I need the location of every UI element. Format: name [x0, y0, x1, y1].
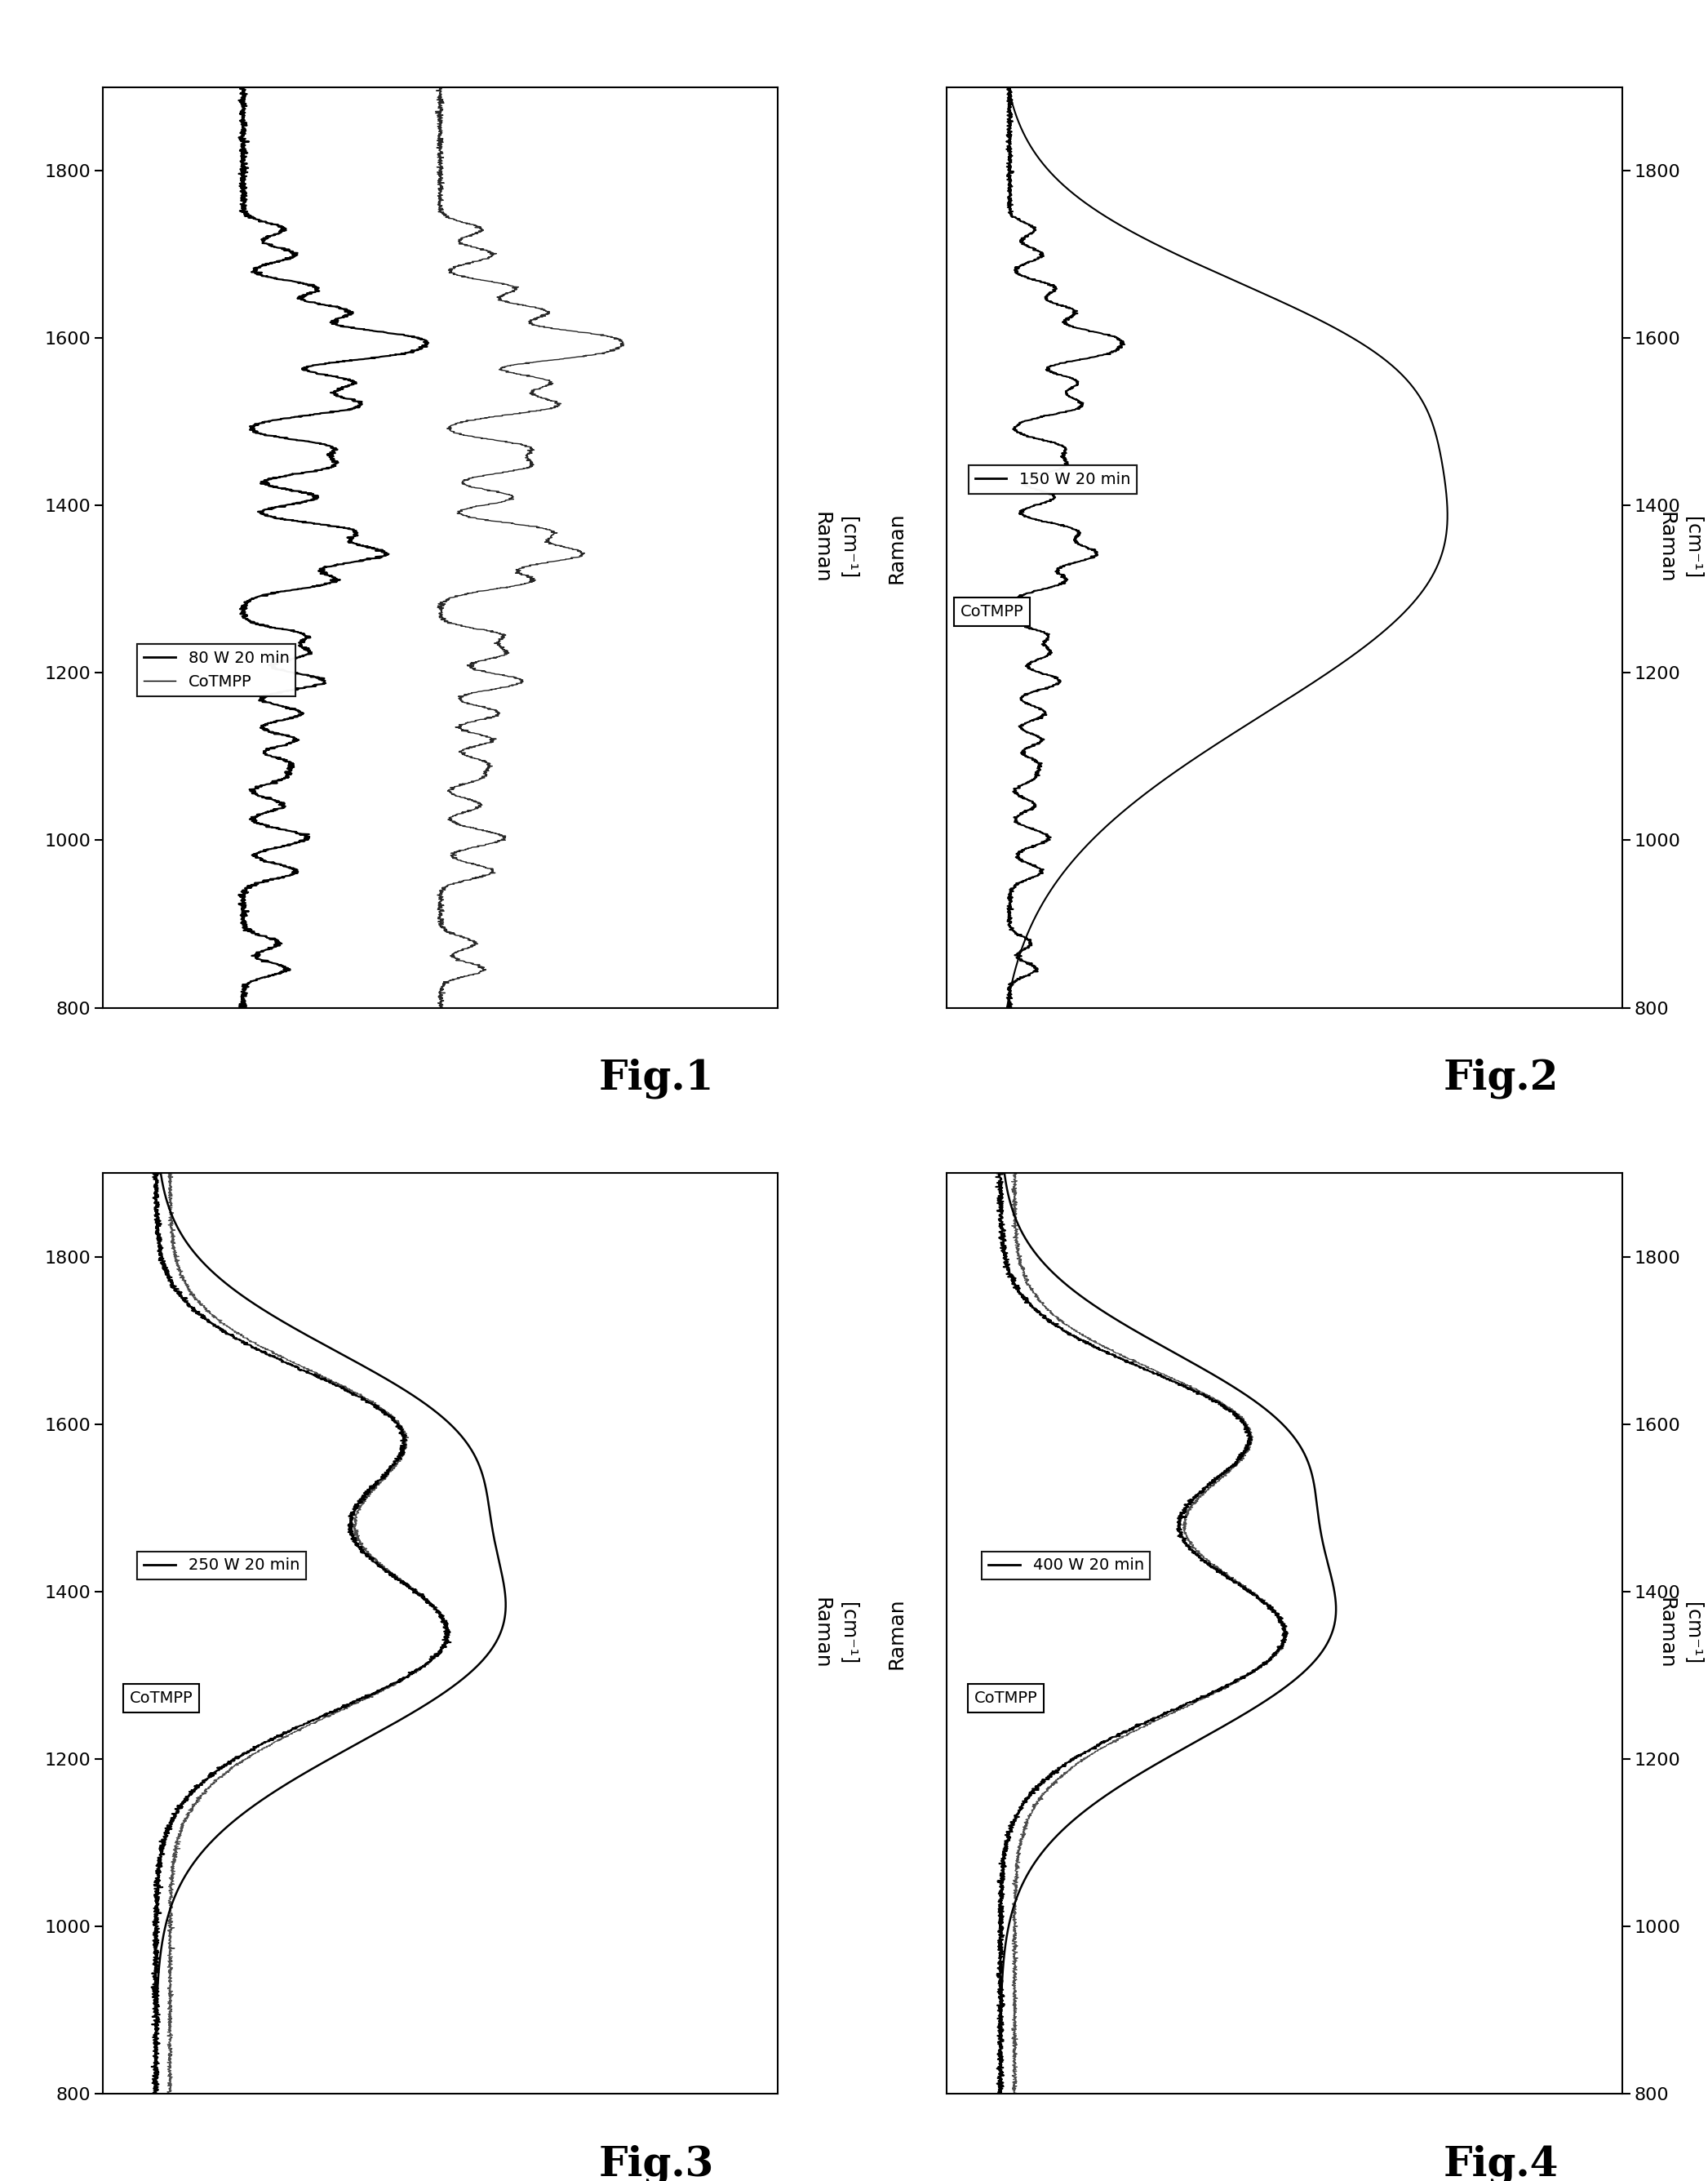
- Text: Raman: Raman: [811, 513, 832, 582]
- Text: CoTMPP: CoTMPP: [130, 1690, 193, 1706]
- Text: [cm⁻¹]: [cm⁻¹]: [839, 1603, 859, 1664]
- Legend: 80 W 20 min, CoTMPP: 80 W 20 min, CoTMPP: [137, 643, 295, 696]
- Text: [cm⁻¹]: [cm⁻¹]: [839, 517, 859, 578]
- Text: Fig.4: Fig.4: [1443, 2144, 1559, 2181]
- Text: Raman: Raman: [1657, 1599, 1676, 1668]
- Text: [cm⁻¹]: [cm⁻¹]: [1684, 1603, 1703, 1664]
- Text: Raman: Raman: [886, 513, 907, 582]
- Text: CoTMPP: CoTMPP: [974, 1690, 1037, 1706]
- Text: CoTMPP: CoTMPP: [960, 604, 1023, 619]
- Legend: 150 W 20 min: 150 W 20 min: [968, 465, 1138, 493]
- Text: Raman: Raman: [886, 1599, 907, 1668]
- Text: [cm⁻¹]: [cm⁻¹]: [1684, 517, 1703, 578]
- Text: Fig.2: Fig.2: [1443, 1058, 1559, 1099]
- Text: Fig.1: Fig.1: [600, 1058, 714, 1099]
- Legend: 250 W 20 min: 250 W 20 min: [137, 1551, 306, 1579]
- Text: Raman: Raman: [811, 1599, 832, 1668]
- Text: Raman: Raman: [1657, 513, 1676, 582]
- Text: Fig.3: Fig.3: [600, 2144, 714, 2181]
- Legend: 400 W 20 min: 400 W 20 min: [982, 1551, 1149, 1579]
